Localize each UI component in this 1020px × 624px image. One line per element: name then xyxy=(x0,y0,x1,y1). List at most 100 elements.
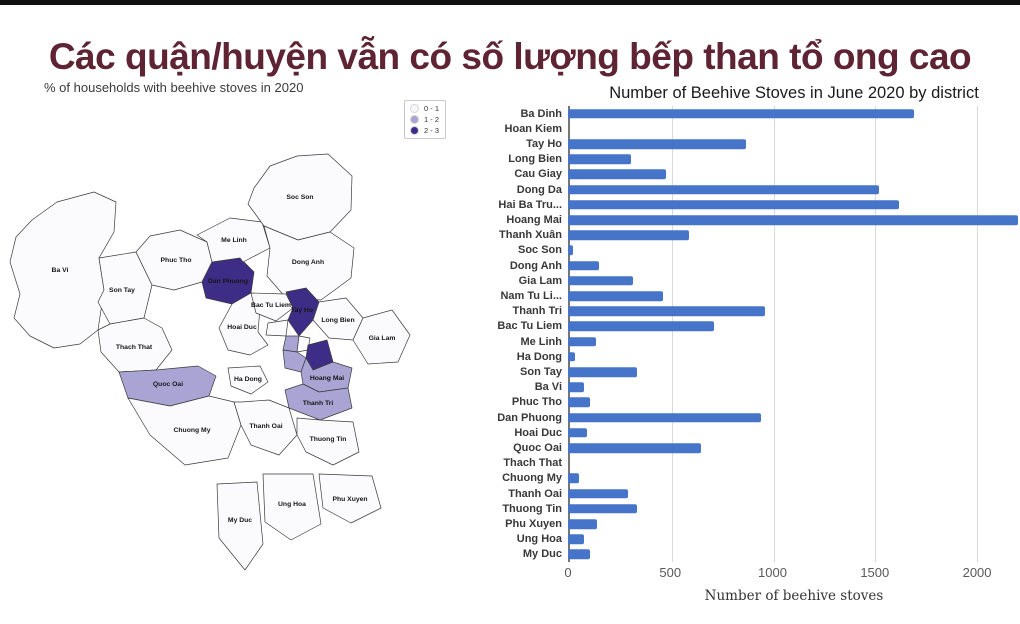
bar xyxy=(568,200,900,210)
district-dong-anh xyxy=(263,225,355,301)
chart-gridlines xyxy=(568,106,1020,562)
district-ung-hoa xyxy=(262,473,322,541)
bar-track xyxy=(568,258,1020,273)
bar-row: Phu Xuyen xyxy=(492,516,1020,531)
map-panel-title: % of households with beehive stoves in 2… xyxy=(44,80,304,95)
bar-row: Dong Da xyxy=(492,182,1020,197)
bar xyxy=(568,382,585,392)
map-label: Hoai Duc xyxy=(227,324,257,331)
x-tick-label: 1500 xyxy=(860,565,890,580)
bar xyxy=(568,443,701,453)
bar-label: Ba Dinh xyxy=(520,107,562,120)
bar-label: Phuc Tho xyxy=(511,396,562,409)
map-label: Quoc Oai xyxy=(153,381,183,388)
bar-row: Phuc Tho xyxy=(492,395,1020,410)
map-label: Hoang Mai xyxy=(310,375,344,382)
bar-row: Quoc Oai xyxy=(492,440,1020,455)
district-tay-ho xyxy=(285,287,320,337)
map-label: Ba Vi xyxy=(52,267,69,274)
district-cau-giay xyxy=(265,319,289,337)
district-ba-vi xyxy=(9,191,117,349)
map-label: Tay Ho xyxy=(291,307,313,314)
bar xyxy=(568,245,574,256)
bar-track xyxy=(568,471,1020,486)
bar-label: Ung Hoa xyxy=(516,533,562,546)
bar-row: Hai Ba Tru... xyxy=(492,197,1020,212)
map-label: Phuc Tho xyxy=(161,257,192,264)
bar-label: Dan Phuong xyxy=(497,411,562,424)
bar-track xyxy=(568,136,1020,151)
x-tick-label: 500 xyxy=(659,565,682,580)
bar-label: Hoan Kiem xyxy=(504,122,562,135)
bar-label: Hoai Duc xyxy=(514,426,562,439)
bar xyxy=(568,534,585,545)
hanoi-districts-map: Ba Vi Son Tay Phuc Tho Dan Phuong Me Lin… xyxy=(9,153,411,571)
district-me-linh xyxy=(196,217,271,263)
bar-label: Cau Giay xyxy=(514,168,562,181)
bar-row: Ha Dong xyxy=(492,349,1020,364)
map-label: Ha Dong xyxy=(234,376,262,383)
bar-track xyxy=(568,212,1020,227)
bar-track xyxy=(568,547,1020,562)
bar-track xyxy=(568,425,1020,440)
bar-label: Tay Ho xyxy=(526,138,562,150)
bar-label: Hoang Mai xyxy=(506,214,562,227)
bar-row: Gia Lam xyxy=(492,273,1020,288)
bar xyxy=(568,473,580,484)
bar-chart: Number of Beehive Stoves in June 2020 by… xyxy=(492,84,1020,624)
bar-row: Tay Ho xyxy=(492,136,1020,151)
bar-row: Thach That xyxy=(492,456,1020,471)
legend-dot-icon xyxy=(410,115,419,124)
gridline xyxy=(875,106,877,562)
bar-label: Long Bien xyxy=(508,153,562,166)
bar-label: Thach That xyxy=(503,457,562,470)
bar-label: Ha Dong xyxy=(516,350,562,363)
bar xyxy=(568,139,746,149)
x-tick-label: 0 xyxy=(564,565,572,580)
bar-row: Ung Hoa xyxy=(492,532,1020,547)
bar-row: Thuong Tin xyxy=(492,501,1020,516)
district-thuong-tin xyxy=(296,417,360,466)
bar xyxy=(568,336,596,347)
bar-label: Gia Lam xyxy=(518,274,562,287)
bar-row: Thanh Tri xyxy=(492,304,1020,319)
bar-label: Thanh Xuân xyxy=(499,229,562,242)
map-label: Phu Xuyen xyxy=(332,496,367,503)
bar-track xyxy=(568,486,1020,501)
map-label: Dan Phuong xyxy=(208,278,248,285)
legend-dot-icon xyxy=(410,104,419,113)
map-label: Chuong My xyxy=(174,427,211,434)
bar-track xyxy=(568,395,1020,410)
bar-label: Quoc Oai xyxy=(513,442,562,455)
bar xyxy=(568,215,1018,225)
gridline xyxy=(671,106,673,562)
legend-label: 1 - 2 xyxy=(424,115,440,124)
bar xyxy=(568,549,591,560)
bar-label: Soc Son xyxy=(517,244,562,257)
bar xyxy=(568,230,689,240)
bar-track xyxy=(568,334,1020,349)
page-title: Các quận/huyện vẫn có số lượng bếp than … xyxy=(48,35,972,77)
map-legend: 0 - 1 1 - 2 2 - 3 xyxy=(404,100,447,139)
x-axis-title: Number of beehive stoves xyxy=(704,588,884,604)
bar-row: Hoan Kiem xyxy=(492,121,1020,136)
bar-track xyxy=(568,440,1020,455)
bar-track xyxy=(568,349,1020,364)
bar-track xyxy=(568,319,1020,334)
bar-track xyxy=(568,106,1020,121)
bar-row: Thanh Xuân xyxy=(492,228,1020,243)
legend-item-1-2: 1 - 2 xyxy=(410,115,439,124)
bar-row: Thanh Oai xyxy=(492,486,1020,501)
bar xyxy=(568,108,914,119)
bar-row: Son Tay xyxy=(492,364,1020,379)
district-thanh-oai xyxy=(233,399,298,456)
district-soc-son xyxy=(247,153,353,241)
district-bac-tu-liem xyxy=(250,292,294,322)
map-label: Long Bien xyxy=(321,317,354,324)
bar-row: Chuong My xyxy=(492,471,1020,486)
bar-track xyxy=(568,121,1020,136)
bar-track xyxy=(568,167,1020,182)
bar xyxy=(568,412,762,423)
chart-rows: Ba Dinh Hoan Kiem Tay Ho Long Bien Cau Giay D… xyxy=(492,106,1020,562)
map-label: Soc Son xyxy=(286,194,313,201)
